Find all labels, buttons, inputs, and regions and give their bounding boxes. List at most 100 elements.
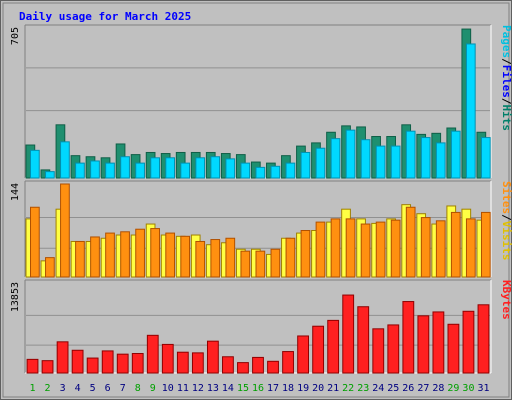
bar-files-day-10	[165, 157, 176, 179]
bar-kbytes-day-31	[477, 304, 490, 374]
bar-kbytes-day-27	[417, 315, 430, 374]
bar-kbytes-day-16	[252, 356, 264, 374]
x-tick-label-day-23: 23	[357, 383, 369, 394]
bar-kbytes-day-24	[372, 328, 385, 374]
bar-sites-day-10	[165, 232, 176, 278]
bar-sites-day-15	[240, 250, 251, 278]
legend-item: /	[500, 58, 512, 65]
legend-item: Pages	[500, 25, 512, 58]
bar-files-day-5	[90, 160, 100, 179]
x-tick-label-day-1: 1	[30, 383, 36, 394]
x-tick-label-day-15: 15	[237, 383, 249, 394]
bar-kbytes-day-13	[206, 340, 219, 374]
bar-kbytes-day-23	[357, 306, 370, 374]
x-tick-label-day-7: 7	[120, 383, 126, 394]
x-tick-label-day-31: 31	[477, 383, 489, 394]
bar-sites-day-12	[195, 240, 206, 278]
bar-sites-day-3	[60, 183, 70, 278]
bar-kbytes-day-25	[387, 324, 400, 374]
x-tick-label-day-25: 25	[387, 383, 399, 394]
bar-sites-day-14	[225, 237, 236, 278]
y-max-label: 705	[10, 27, 21, 45]
x-tick-label-day-28: 28	[432, 383, 444, 394]
x-tick-label-day-11: 11	[177, 383, 189, 394]
x-tick-label-day-18: 18	[282, 383, 294, 394]
bar-kbytes-day-14	[222, 356, 234, 374]
bar-kbytes-day-1	[26, 358, 39, 374]
bar-kbytes-day-3	[56, 341, 69, 374]
bar-sites-day-1	[30, 206, 40, 278]
chart-panel-2: 144 Sites/Visits	[10, 180, 512, 278]
y-max-label: 144	[10, 183, 21, 201]
bar-sites-day-9	[150, 228, 160, 278]
bar-sites-day-20	[315, 221, 326, 278]
legend-item: Files	[500, 65, 512, 98]
x-tick-label-day-5: 5	[90, 383, 96, 394]
bar-kbytes-day-8	[131, 353, 144, 374]
bar-files-day-27	[420, 137, 431, 179]
x-tick-label-day-20: 20	[312, 383, 324, 394]
bar-kbytes-day-2	[41, 360, 54, 374]
bar-kbytes-day-28	[432, 311, 445, 374]
bar-sites-day-17	[270, 248, 281, 278]
x-tick-label-day-3: 3	[60, 383, 66, 394]
bar-files-day-13	[210, 156, 221, 179]
legend: KBytes	[500, 280, 512, 320]
bar-files-day-29	[450, 130, 461, 179]
bar-sites-day-13	[210, 239, 221, 278]
bar-files-day-8	[135, 162, 145, 179]
bar-sites-day-31	[480, 211, 491, 278]
bar-kbytes-day-15	[237, 362, 249, 374]
bar-kbytes-day-17	[267, 360, 279, 374]
bar-files-day-31	[480, 137, 491, 179]
bar-kbytes-day-21	[327, 319, 340, 374]
bar-files-day-22	[345, 129, 356, 179]
bar-files-day-26	[405, 130, 416, 179]
bar-files-day-17	[270, 165, 281, 179]
bar-kbytes-day-10	[161, 343, 174, 374]
bar-sites-day-21	[330, 218, 341, 278]
bar-sites-day-22	[345, 218, 356, 278]
bar-sites-day-2	[45, 257, 55, 278]
bar-files-day-1	[30, 149, 40, 179]
x-tick-label-day-13: 13	[207, 383, 219, 394]
bar-sites-day-26	[405, 206, 416, 278]
bar-files-day-11	[180, 162, 191, 179]
bar-files-day-3	[60, 141, 70, 179]
x-tick-label-day-27: 27	[417, 383, 429, 394]
x-tick-label-day-14: 14	[222, 383, 234, 394]
x-tick-label-day-12: 12	[192, 383, 204, 394]
bar-files-day-20	[315, 147, 326, 179]
bar-kbytes-day-6	[101, 350, 114, 374]
x-tick-label-day-9: 9	[150, 383, 156, 394]
bar-kbytes-day-26	[402, 301, 415, 374]
x-tick-label-day-17: 17	[267, 383, 279, 394]
bar-sites-day-30	[465, 218, 476, 278]
bar-files-day-14	[225, 158, 236, 179]
bar-sites-day-19	[300, 230, 311, 278]
bar-files-day-28	[435, 142, 446, 179]
legend-item: /	[500, 98, 512, 105]
x-tick-label-day-2: 2	[45, 383, 51, 394]
bar-kbytes-day-7	[116, 353, 129, 374]
bar-files-day-12	[195, 157, 206, 179]
bar-files-day-9	[150, 157, 160, 179]
bar-sites-day-5	[90, 236, 100, 278]
series-kbytes	[26, 294, 490, 374]
bar-sites-day-4	[75, 240, 85, 278]
legend: Sites/Visits	[500, 181, 512, 261]
bar-sites-day-23	[360, 223, 371, 278]
x-tick-label-day-22: 22	[342, 383, 354, 394]
bar-kbytes-day-20	[312, 325, 325, 374]
legend: Pages/Files/Hits	[500, 25, 512, 131]
chart-panel-1: 705 Pages/Files/Hits	[10, 24, 512, 179]
legend-item: Visits	[500, 221, 512, 261]
legend-item: KBytes	[500, 280, 512, 320]
bar-files-day-7	[120, 156, 130, 179]
x-axis-day-labels: 1 2 3 4 5 6 7 8 9 10 11 12 13 14 15 16 17 18 19 20 21 22 23 24 2…	[30, 383, 490, 394]
bar-sites-day-24	[375, 221, 386, 278]
bar-sites-day-11	[180, 235, 191, 278]
series-files	[30, 43, 491, 179]
x-tick-label-day-24: 24	[372, 383, 384, 394]
